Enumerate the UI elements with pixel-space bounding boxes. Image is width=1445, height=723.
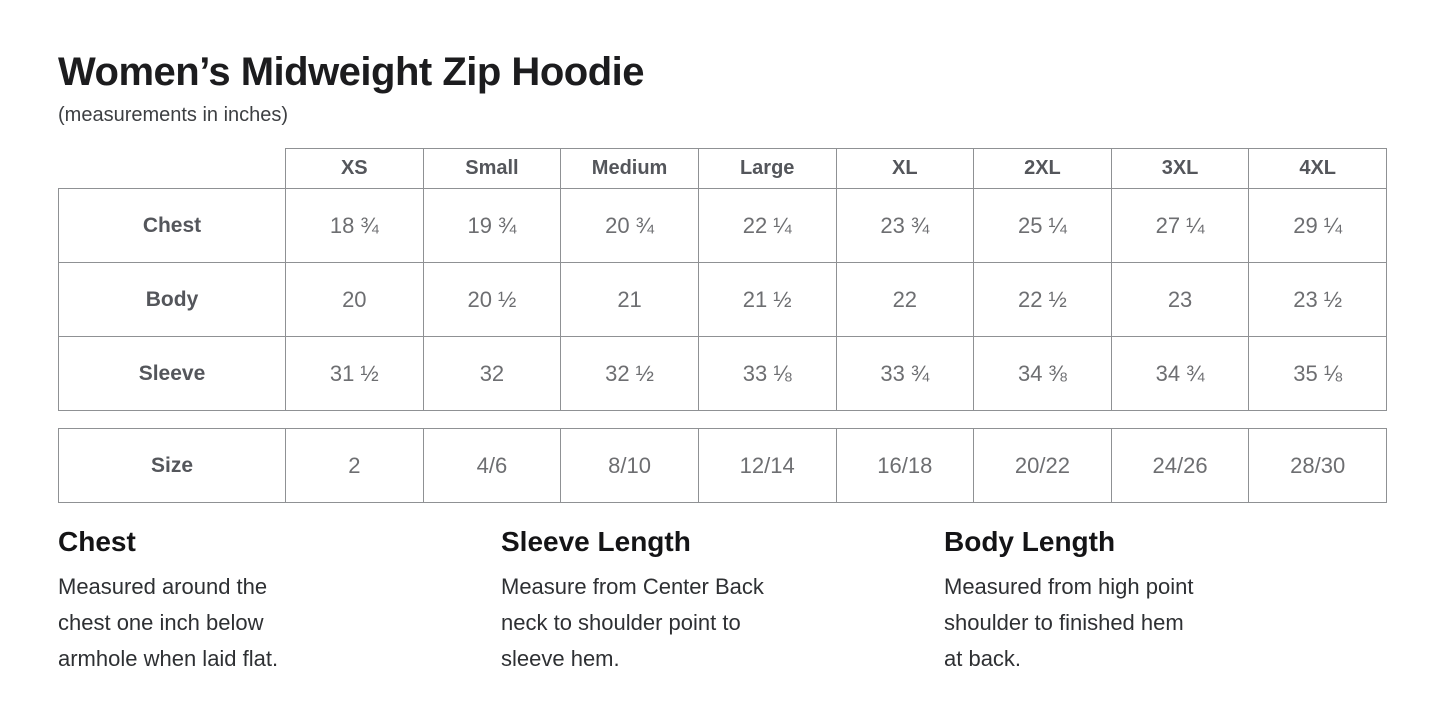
row-label-chest: Chest (58, 188, 286, 263)
sleeve-value-xs: 31 ½ (285, 336, 424, 411)
definition-chest-heading: Chest (58, 526, 136, 557)
size-value-medium: 8/10 (560, 428, 699, 503)
chest-value-small: 19 ¾ (422, 188, 562, 263)
body-value-xs: 20 (285, 262, 424, 337)
body-value-2xl: 22 ½ (973, 262, 1112, 337)
chest-value-large: 22 ¼ (697, 188, 837, 263)
sleeve-value-medium: 32 ½ (560, 336, 699, 411)
size-value-large: 12/14 (697, 428, 837, 503)
chest-value-xl: 23 ¾ (835, 188, 975, 263)
sleeve-value-large: 33 ⅛ (697, 336, 837, 411)
definition-chest-text: Measured around the chest one inch below… (58, 573, 279, 671)
measurement-definitions: Chest Measured around the chest one inch… (58, 525, 1387, 677)
sleeve-value-3xl: 34 ¾ (1110, 336, 1250, 411)
body-value-medium: 21 (560, 262, 699, 337)
size-value-small: 4/6 (422, 428, 562, 503)
table-row-body: Body 20 20 ½ 21 21 ½ 22 22 ½ 23 23 ½ (58, 262, 1387, 337)
sleeve-value-2xl: 34 ⅜ (973, 336, 1112, 411)
column-header-2xl: 2XL (973, 148, 1112, 189)
sleeve-value-xl: 33 ¾ (835, 336, 975, 411)
definition-body-length: Body Length Measured from high point sho… (944, 525, 1387, 677)
column-header-small: Small (422, 148, 562, 189)
column-header-4xl: 4XL (1248, 148, 1387, 189)
definition-body-length-heading: Body Length (944, 526, 1116, 557)
table-row-chest: Chest 18 ¾ 19 ¾ 20 ¾ 22 ¼ 23 ¾ 25 ¼ 27 ¼… (58, 188, 1387, 263)
size-conversion-table: Size 2 4/6 8/10 12/14 16/18 20/22 24/26 … (58, 428, 1387, 503)
sleeve-value-small: 32 (422, 336, 562, 411)
chest-value-2xl: 25 ¼ (973, 188, 1112, 263)
size-chart-page: Women’s Midweight Zip Hoodie (measuremen… (58, 50, 1387, 677)
measurements-table: XS Small Medium Large XL 2XL 3XL 4XL Che… (58, 148, 1387, 411)
definition-body-length-text: Measured from high point shoulder to fin… (944, 573, 1194, 671)
chest-value-xs: 18 ¾ (285, 188, 424, 263)
size-value-3xl: 24/26 (1110, 428, 1250, 503)
size-value-4xl: 28/30 (1248, 428, 1387, 503)
column-header-xs: XS (285, 148, 424, 189)
page-title: Women’s Midweight Zip Hoodie (58, 50, 644, 94)
definition-sleeve-length-heading: Sleeve Length (501, 526, 691, 557)
column-header-large: Large (697, 148, 837, 189)
table-row-size: Size 2 4/6 8/10 12/14 16/18 20/22 24/26 … (58, 428, 1387, 503)
size-value-2xl: 20/22 (973, 428, 1112, 503)
page-subtitle: (measurements in inches) (58, 104, 289, 126)
definition-sleeve-length-text: Measure from Center Back neck to shoulde… (501, 573, 764, 671)
column-header-xl: XL (835, 148, 975, 189)
sleeve-value-4xl: 35 ⅛ (1248, 336, 1387, 411)
column-header-3xl: 3XL (1110, 148, 1250, 189)
table-row-sleeve: Sleeve 31 ½ 32 32 ½ 33 ⅛ 33 ¾ 34 ⅜ 34 ¾ … (58, 336, 1387, 411)
body-value-small: 20 ½ (422, 262, 562, 337)
table-header-row: XS Small Medium Large XL 2XL 3XL 4XL (59, 148, 1387, 189)
body-value-xl: 22 (835, 262, 975, 337)
row-label-size: Size (58, 428, 286, 503)
chest-value-medium: 20 ¾ (560, 188, 699, 263)
row-label-body: Body (58, 262, 286, 337)
table-corner-cell (59, 149, 286, 189)
chest-value-4xl: 29 ¼ (1248, 188, 1387, 263)
size-value-xs: 2 (285, 428, 424, 503)
size-value-xl: 16/18 (835, 428, 975, 503)
chest-value-3xl: 27 ¼ (1110, 188, 1250, 263)
body-value-large: 21 ½ (697, 262, 837, 337)
body-value-4xl: 23 ½ (1248, 262, 1387, 337)
definition-chest: Chest Measured around the chest one inch… (58, 525, 501, 677)
definition-sleeve-length: Sleeve Length Measure from Center Back n… (501, 525, 944, 677)
column-header-medium: Medium (560, 148, 699, 189)
body-value-3xl: 23 (1110, 262, 1250, 337)
row-label-sleeve: Sleeve (58, 336, 286, 411)
